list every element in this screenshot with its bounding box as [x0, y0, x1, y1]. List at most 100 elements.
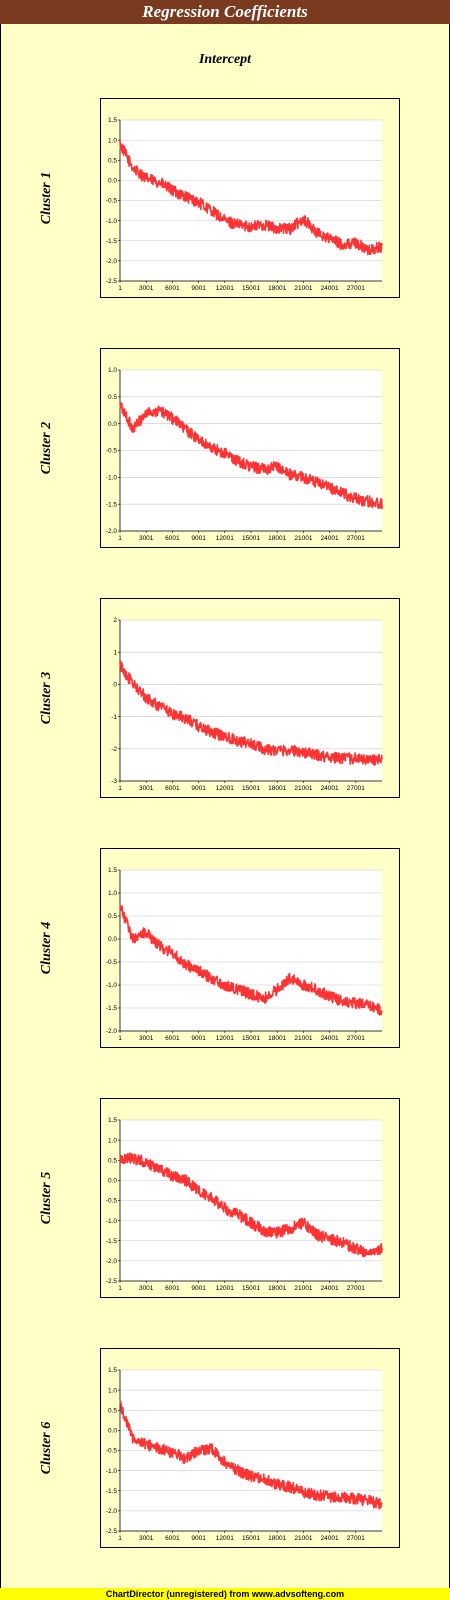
x-tick-label: 1 [118, 1035, 122, 1042]
x-tick-label: 27001 [347, 285, 365, 292]
y-tick-label: 0.0 [108, 1178, 117, 1185]
x-tick-label: 15001 [242, 285, 260, 292]
x-tick-label: 15001 [242, 1035, 260, 1042]
x-tick-label: 21001 [294, 285, 312, 292]
x-tick-label: 15001 [242, 535, 260, 542]
x-tick-label: 15001 [242, 785, 260, 792]
y-tick-label: -1.5 [106, 1488, 118, 1495]
y-tick-label: -2.0 [106, 1508, 118, 1515]
x-tick-label: 18001 [268, 285, 286, 292]
x-tick-label: 1 [118, 785, 122, 792]
x-tick-label: 1 [118, 535, 122, 542]
x-tick-label: 21001 [294, 785, 312, 792]
y-tick-label: -1.0 [106, 1468, 118, 1475]
x-tick-label: 15001 [242, 1285, 260, 1292]
x-tick-label: 3001 [139, 535, 154, 542]
y-tick-label: -2.5 [106, 278, 118, 285]
x-tick-label: 24001 [321, 535, 339, 542]
page-title: Regression Coefficients [0, 0, 450, 24]
cluster-label: Cluster 5 [39, 1171, 54, 1225]
y-tick-label: -3 [111, 778, 117, 785]
y-tick-label: -0.5 [106, 959, 118, 966]
x-tick-label: 12001 [216, 1285, 234, 1292]
line-chart: 1.5 1.0 0.5 0.0 -0.5 -1.0 -1.5 -2.0 -2.51 3001 600… [100, 1098, 400, 1298]
cluster-label: Cluster 4 [39, 921, 54, 975]
y-tick-label: 1.5 [108, 1117, 117, 1124]
x-tick-label: 21001 [294, 1035, 312, 1042]
x-tick-label: 6001 [165, 1285, 180, 1292]
series-line [119, 140, 383, 256]
y-tick-label: -1.0 [106, 1218, 118, 1225]
y-tick-label: -2 [111, 746, 117, 753]
x-tick-label: 12001 [216, 1035, 234, 1042]
x-tick-label: 24001 [321, 285, 339, 292]
y-tick-label: 1.5 [108, 867, 117, 874]
x-tick-label: 6001 [165, 1035, 180, 1042]
y-tick-label: -2.0 [106, 258, 118, 265]
x-tick-label: 9001 [191, 1285, 206, 1292]
line-chart: 210-1-2-31 3001 6001 9001 12001 15001 18001 210… [100, 598, 400, 798]
x-tick-label: 27001 [347, 1285, 365, 1292]
x-tick-label: 9001 [191, 535, 206, 542]
y-tick-label: -2.5 [106, 1528, 118, 1535]
y-tick-label: -1.5 [106, 238, 118, 245]
y-tick-label: 1 [113, 649, 117, 656]
y-tick-label: 1.0 [108, 1137, 117, 1144]
cluster-label: Cluster 3 [39, 671, 54, 725]
y-tick-label: 1.5 [108, 1367, 117, 1374]
series-line [119, 401, 383, 510]
x-tick-label: 9001 [191, 785, 206, 792]
y-tick-label: -0.5 [106, 1198, 118, 1205]
x-tick-label: 12001 [216, 535, 234, 542]
y-tick-label: -0.5 [106, 1448, 118, 1455]
y-tick-label: -1.5 [106, 501, 118, 508]
x-tick-label: 24001 [321, 1285, 339, 1292]
y-tick-label: -2.5 [106, 1278, 118, 1285]
series-line [119, 660, 383, 766]
y-tick-label: 0.5 [108, 394, 117, 401]
x-tick-label: 18001 [268, 1285, 286, 1292]
cluster-label: Cluster 1 [39, 171, 54, 225]
x-tick-label: 24001 [321, 1535, 339, 1542]
x-tick-label: 9001 [191, 1035, 206, 1042]
x-tick-label: 18001 [268, 785, 286, 792]
x-tick-label: 27001 [347, 785, 365, 792]
y-tick-label: 0.5 [108, 1407, 117, 1414]
y-tick-label: -2.0 [106, 1028, 118, 1035]
x-tick-label: 24001 [321, 1035, 339, 1042]
y-tick-label: 0.5 [108, 157, 117, 164]
x-tick-label: 3001 [139, 785, 154, 792]
x-tick-label: 1 [118, 1535, 122, 1542]
x-tick-label: 18001 [268, 1035, 286, 1042]
y-tick-label: 0 [113, 682, 117, 689]
x-tick-label: 3001 [139, 285, 154, 292]
x-tick-label: 6001 [165, 285, 180, 292]
y-tick-label: -2.0 [106, 528, 118, 535]
x-tick-label: 27001 [347, 1535, 365, 1542]
x-tick-label: 18001 [268, 535, 286, 542]
series-line [119, 1152, 383, 1258]
y-tick-label: 1.0 [108, 367, 117, 374]
x-tick-label: 12001 [216, 1535, 234, 1542]
x-tick-label: 18001 [268, 1535, 286, 1542]
x-tick-label: 3001 [139, 1285, 154, 1292]
x-tick-label: 12001 [216, 285, 234, 292]
x-tick-label: 1 [118, 285, 122, 292]
y-tick-label: -1.5 [106, 1238, 118, 1245]
y-tick-label: 2 [113, 617, 117, 624]
y-tick-label: 1.0 [108, 890, 117, 897]
series-line [119, 905, 383, 1016]
y-tick-label: -1.0 [106, 475, 118, 482]
y-tick-label: 0.0 [108, 936, 117, 943]
x-tick-label: 1 [118, 1285, 122, 1292]
x-tick-label: 21001 [294, 1285, 312, 1292]
y-tick-label: 0.0 [108, 178, 117, 185]
cluster-label: Cluster 6 [39, 1421, 54, 1475]
x-tick-label: 9001 [191, 285, 206, 292]
x-tick-label: 6001 [165, 1535, 180, 1542]
line-chart: 1.5 1.0 0.5 0.0 -0.5 -1.0 -1.5 -2.01 3001 6001 900… [100, 848, 400, 1048]
x-tick-label: 21001 [294, 535, 312, 542]
x-tick-label: 27001 [347, 535, 365, 542]
x-tick-label: 3001 [139, 1535, 154, 1542]
line-chart: 1.0 0.5 0.0 -0.5 -1.0 -1.5 -2.01 3001 6001 9001 12… [100, 348, 400, 548]
